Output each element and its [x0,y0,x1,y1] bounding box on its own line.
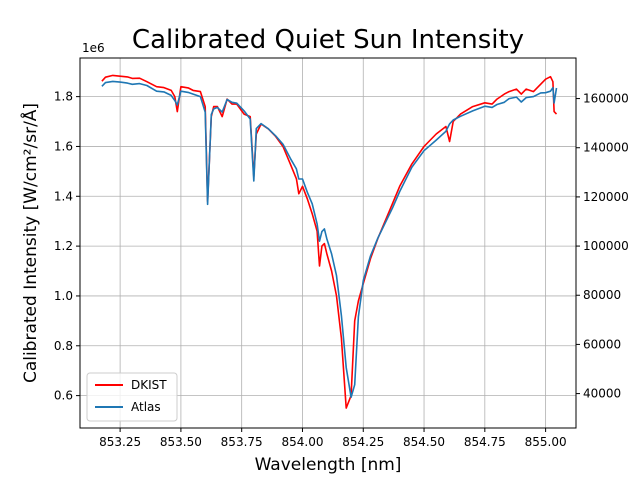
x-tick-label: 853.50 [160,435,202,449]
y-right-tick-label: 160000 [583,92,629,106]
series-layer [101,74,558,409]
y-left-tick-label: 0.6 [54,389,73,403]
x-tick-label: 854.25 [342,435,384,449]
y-left-tick-label: 1.4 [54,189,73,203]
y-right-tick-label: 60000 [583,337,621,351]
y-axis-left: 0.6 0.8 1.0 1.2 1.4 1.6 1.8 [54,90,80,403]
legend-label-dkist: DKIST [131,378,167,392]
y-right-tick-label: 120000 [583,190,629,204]
y-axis-right: 40000 60000 80000 100000 120000 140000 160000 [576,92,629,401]
y-right-tick-label: 80000 [583,288,621,302]
y-right-tick-label: 100000 [583,239,629,253]
x-tick-label: 854.00 [281,435,323,449]
grid [80,58,576,428]
legend-label-atlas: Atlas [131,400,161,414]
y-right-tick-label: 40000 [583,387,621,401]
x-axis: 853.25 853.50 853.75 854.00 854.25 854.50 854.… [99,428,567,449]
y-left-tick-label: 0.8 [54,339,73,353]
x-tick-label: 855.00 [525,435,567,449]
y-axis-label-left: Calibrated Intensity [W/cm²/sr/Å] [19,103,41,383]
x-axis-label: Wavelength [nm] [255,455,402,475]
x-tick-label: 854.50 [403,435,445,449]
y-left-tick-label: 1.8 [54,90,73,104]
x-tick-label: 854.75 [464,435,506,449]
series-line-atlas [101,80,558,399]
y-left-tick-label: 1.2 [54,239,73,253]
x-tick-label: 853.75 [221,435,263,449]
y-left-tick-label: 1.0 [54,289,73,303]
y-left-tick-label: 1.6 [54,139,73,153]
y-left-offset-label: 1e6 [82,41,105,55]
x-tick-label: 853.25 [99,435,141,449]
plot-frame [79,57,577,429]
series-line-dkist [101,74,558,409]
legend: DKIST Atlas [86,372,178,422]
chart-title: Calibrated Quiet Sun Intensity [132,25,524,55]
y-right-tick-label: 140000 [583,141,629,155]
